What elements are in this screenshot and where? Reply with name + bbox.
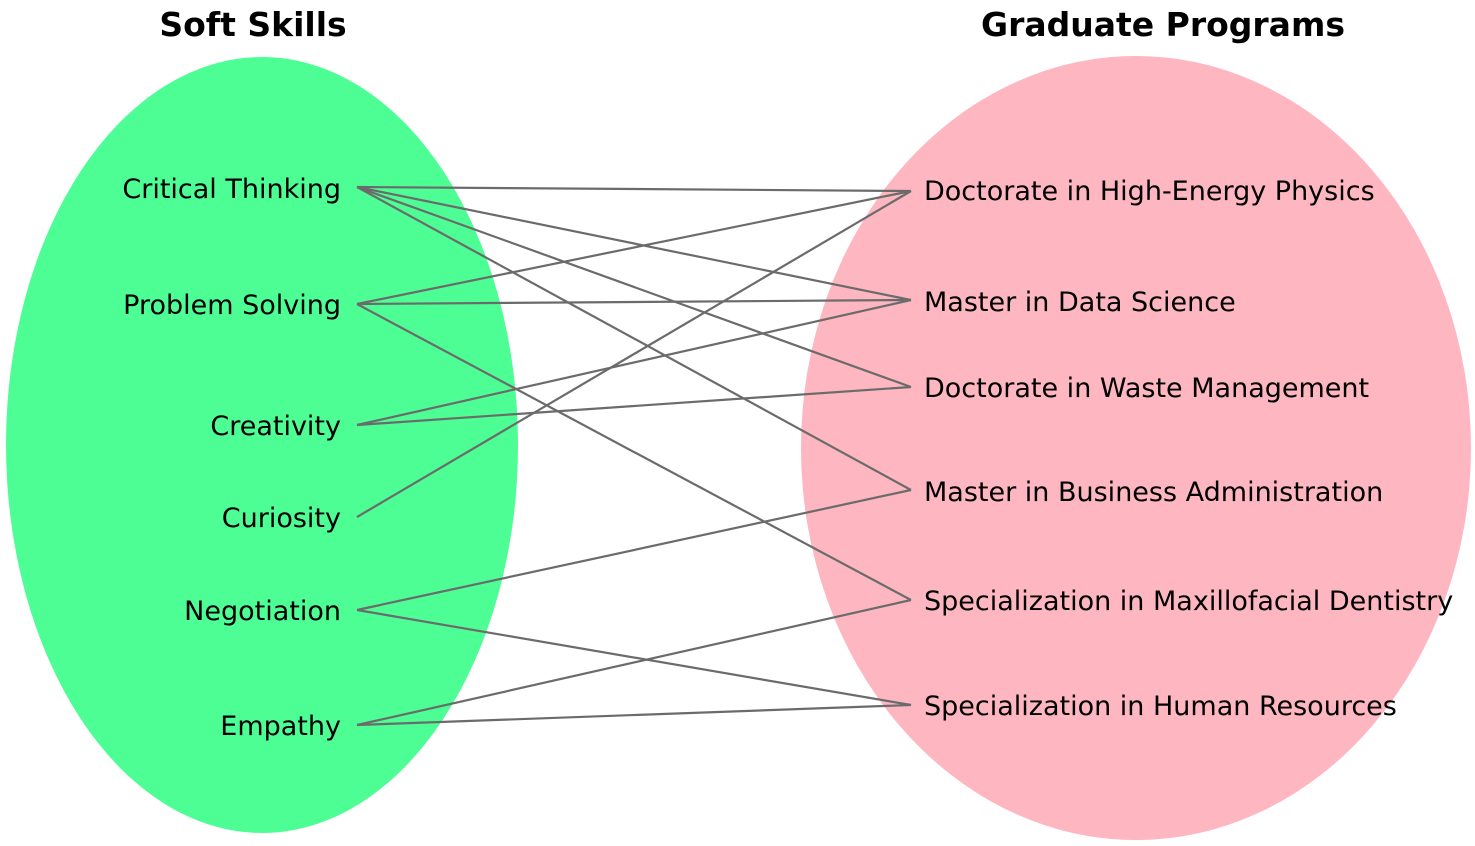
edge-creativity-to-doc-waste [356, 385, 912, 427]
edge-critical-thinking-to-doc-hep [356, 185, 912, 193]
edge-critical-thinking-to-doc-waste [356, 185, 912, 389]
edge-problem-solving-to-master-ds [356, 298, 912, 306]
skill-curiosity: Curiosity [222, 503, 341, 534]
skill-negotiation: Negotiation [184, 596, 341, 627]
edges [356, 185, 912, 727]
program-master-data-science: Master in Data Science [924, 287, 1236, 318]
soft-skills-group-ellipse [6, 57, 518, 833]
program-specialization-human-resources: Specialization in Human Resources [924, 691, 1397, 722]
edge-creativity-to-master-ds [356, 298, 912, 427]
skill-problem-solving: Problem Solving [123, 290, 341, 321]
edge-negotiation-to-spec-hr [356, 608, 912, 707]
edge-problem-solving-to-doc-hep [356, 189, 912, 306]
skill-critical-thinking: Critical Thinking [122, 174, 341, 205]
program-doctorate-waste-management: Doctorate in Waste Management [924, 373, 1369, 404]
edge-empathy-to-spec-dent [356, 598, 912, 727]
skill-creativity: Creativity [210, 411, 341, 442]
graduate-programs-title: Graduate Programs [981, 5, 1345, 44]
edge-empathy-to-spec-hr [356, 703, 912, 727]
soft-skills-title: Soft Skills [159, 5, 346, 44]
skill-empathy: Empathy [220, 711, 341, 742]
edge-problem-solving-to-spec-dent [356, 303, 912, 601]
graduate-programs-group-ellipse [801, 56, 1471, 840]
program-specialization-maxillofacial-dentistry: Specialization in Maxillofacial Dentistr… [924, 586, 1453, 617]
program-doctorate-high-energy-physics: Doctorate in High-Energy Physics [924, 176, 1375, 207]
edge-critical-thinking-to-master-ds [356, 185, 912, 302]
edge-critical-thinking-to-mba [356, 186, 912, 491]
program-master-business-administration: Master in Business Administration [924, 477, 1383, 508]
edge-negotiation-to-mba [356, 488, 912, 612]
edge-curiosity-to-doc-hep [356, 190, 912, 518]
